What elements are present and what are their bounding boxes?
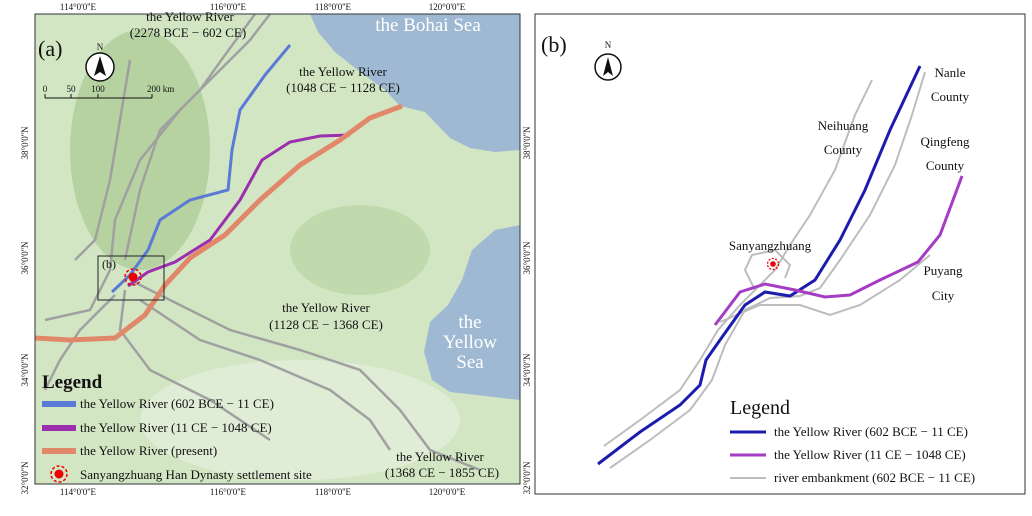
lat-label: 36°0'0''N: [20, 241, 30, 274]
place-label: Nanle: [934, 65, 965, 80]
lat-label: 38°0'0''N: [20, 126, 30, 159]
terrain: [290, 205, 430, 295]
scale-label: 200 km: [147, 84, 174, 94]
place-label: County: [824, 142, 863, 157]
river-label: the Yellow River: [299, 64, 387, 79]
lat-label: 38°0'0''N: [522, 126, 532, 159]
legend-item: the Yellow River (11 CE − 1048 CE): [774, 447, 966, 462]
place-label: Neihuang: [818, 118, 869, 133]
legend-item: Sanyangzhuang Han Dynasty settlement sit…: [80, 467, 312, 482]
site-dot: [770, 261, 776, 267]
inset-label: (b): [102, 257, 116, 271]
lat-label: 34°0'0''N: [20, 353, 30, 386]
legend-item: the Yellow River (present): [80, 443, 217, 458]
lon-label: 114°0'0''E: [60, 2, 97, 12]
scale-label: 0: [43, 84, 48, 94]
panel-b: (b) N Nanle County Neihuang County Qingf…: [535, 14, 1025, 494]
legend-marker: [55, 470, 64, 479]
river-label: (1048 CE − 1128 CE): [286, 80, 400, 95]
sea-label: Sea: [456, 352, 484, 373]
lon-label: 116°0'0''E: [210, 487, 247, 497]
sea-label: the: [458, 312, 481, 333]
river-label: the Yellow River: [396, 449, 484, 464]
place-label: County: [926, 158, 965, 173]
river-label: (2278 BCE − 602 CE): [130, 25, 246, 40]
lon-label: 118°0'0''E: [315, 2, 352, 12]
legend-item: the Yellow River (602 BCE − 11 CE): [80, 396, 274, 411]
legend-title: Legend: [42, 372, 103, 393]
lon-label: 120°0'0''E: [429, 2, 466, 12]
map-a: [35, 14, 520, 484]
legend-item: the Yellow River (602 BCE − 11 CE): [774, 424, 968, 439]
river-label: the Yellow River: [146, 9, 234, 24]
lat-label: 36°0'0''N: [522, 241, 532, 274]
place-label: Puyang: [924, 263, 964, 278]
panel-label: (b): [541, 32, 567, 57]
lat-label: 32°0'0''N: [522, 461, 532, 494]
legend-swatch: [42, 401, 76, 407]
north-label: N: [97, 42, 104, 52]
lat-label: 34°0'0''N: [522, 353, 532, 386]
site-dot: [129, 273, 138, 282]
panel-a: 114°0'0''E 116°0'0''E 118°0'0''E 120°0'0…: [20, 2, 532, 497]
legend-item: the Yellow River (11 CE − 1048 CE): [80, 420, 272, 435]
lon-label: 120°0'0''E: [429, 487, 466, 497]
legend-swatch: [42, 448, 76, 454]
scale-label: 50: [67, 84, 77, 94]
legend-item: river embankment (602 BCE − 11 CE): [774, 470, 975, 485]
place-label: County: [931, 89, 970, 104]
lon-label: 114°0'0''E: [60, 487, 97, 497]
scale-label: 100: [91, 84, 105, 94]
north-label: N: [605, 40, 612, 50]
sea-label: the Bohai Sea: [375, 15, 481, 36]
sea-label: Yellow: [443, 332, 497, 353]
legend-swatch: [42, 425, 76, 431]
panel-label: (a): [38, 36, 62, 61]
lat-label: 32°0'0''N: [20, 461, 30, 494]
place-label: Sanyangzhuang: [729, 238, 812, 253]
legend-title: Legend: [730, 397, 790, 419]
place-label: City: [932, 288, 955, 303]
figure: 114°0'0''E 116°0'0''E 118°0'0''E 120°0'0…: [0, 0, 1032, 511]
river-label: (1368 CE − 1855 CE): [385, 465, 499, 480]
place-label: Qingfeng: [920, 134, 970, 149]
river-label: (1128 CE − 1368 CE): [269, 317, 383, 332]
lon-label: 118°0'0''E: [315, 487, 352, 497]
river-label: the Yellow River: [282, 300, 370, 315]
